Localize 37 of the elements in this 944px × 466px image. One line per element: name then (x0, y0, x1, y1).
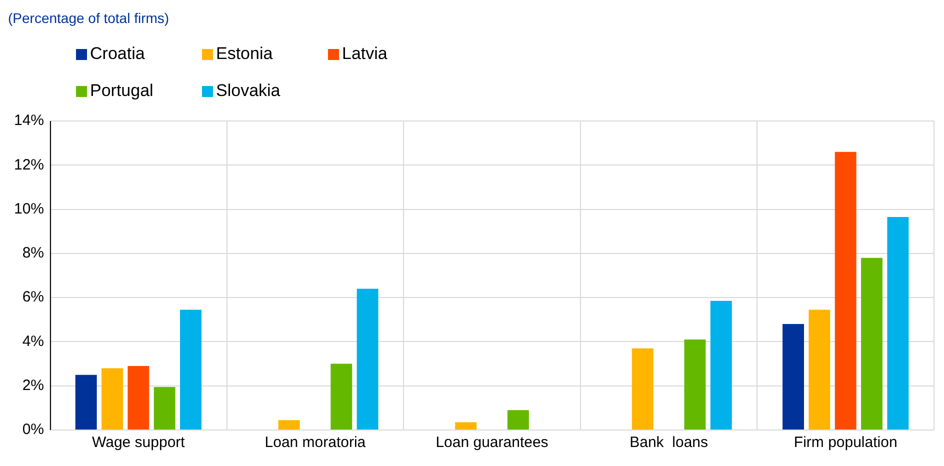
bar (710, 300, 732, 430)
y-tick-label: 2% (22, 377, 44, 394)
bar (330, 364, 352, 430)
bar (278, 420, 300, 430)
legend-label: Portugal (90, 81, 154, 101)
legend-label: Slovakia (216, 81, 280, 101)
chart-title: (Percentage of total firms) (8, 9, 170, 28)
x-tick-label: Loan guarantees (436, 434, 548, 452)
y-tick-label: 14% (14, 112, 44, 130)
bar (356, 288, 378, 430)
bar (887, 217, 909, 430)
y-tick-label: 8% (22, 244, 44, 262)
bar (154, 386, 176, 430)
bar (808, 310, 830, 430)
x-tick-label: Bank loans (630, 434, 708, 452)
bar (102, 368, 123, 430)
x-tick-label: Loan moratoria (264, 434, 366, 452)
y-tick-label: 6% (22, 288, 44, 306)
legend-label: Estonia (216, 44, 273, 64)
bar (684, 340, 706, 430)
bar (455, 422, 477, 430)
legend-label: Croatia (90, 44, 145, 64)
bar (128, 366, 150, 430)
legend-label: Latvia (342, 44, 388, 64)
bar (75, 374, 97, 430)
bar (834, 152, 856, 430)
y-tick-label: 12% (14, 156, 44, 174)
bar (861, 258, 882, 430)
y-tick-label: 10% (14, 200, 44, 218)
bar (632, 348, 654, 430)
x-tick-label: Wage support (92, 434, 186, 452)
x-tick-label: Firm population (794, 434, 898, 452)
bar (507, 410, 529, 430)
bar (180, 310, 202, 430)
y-tick-label: 0% (22, 421, 44, 438)
bar (782, 324, 804, 430)
y-tick-label: 4% (22, 332, 44, 350)
